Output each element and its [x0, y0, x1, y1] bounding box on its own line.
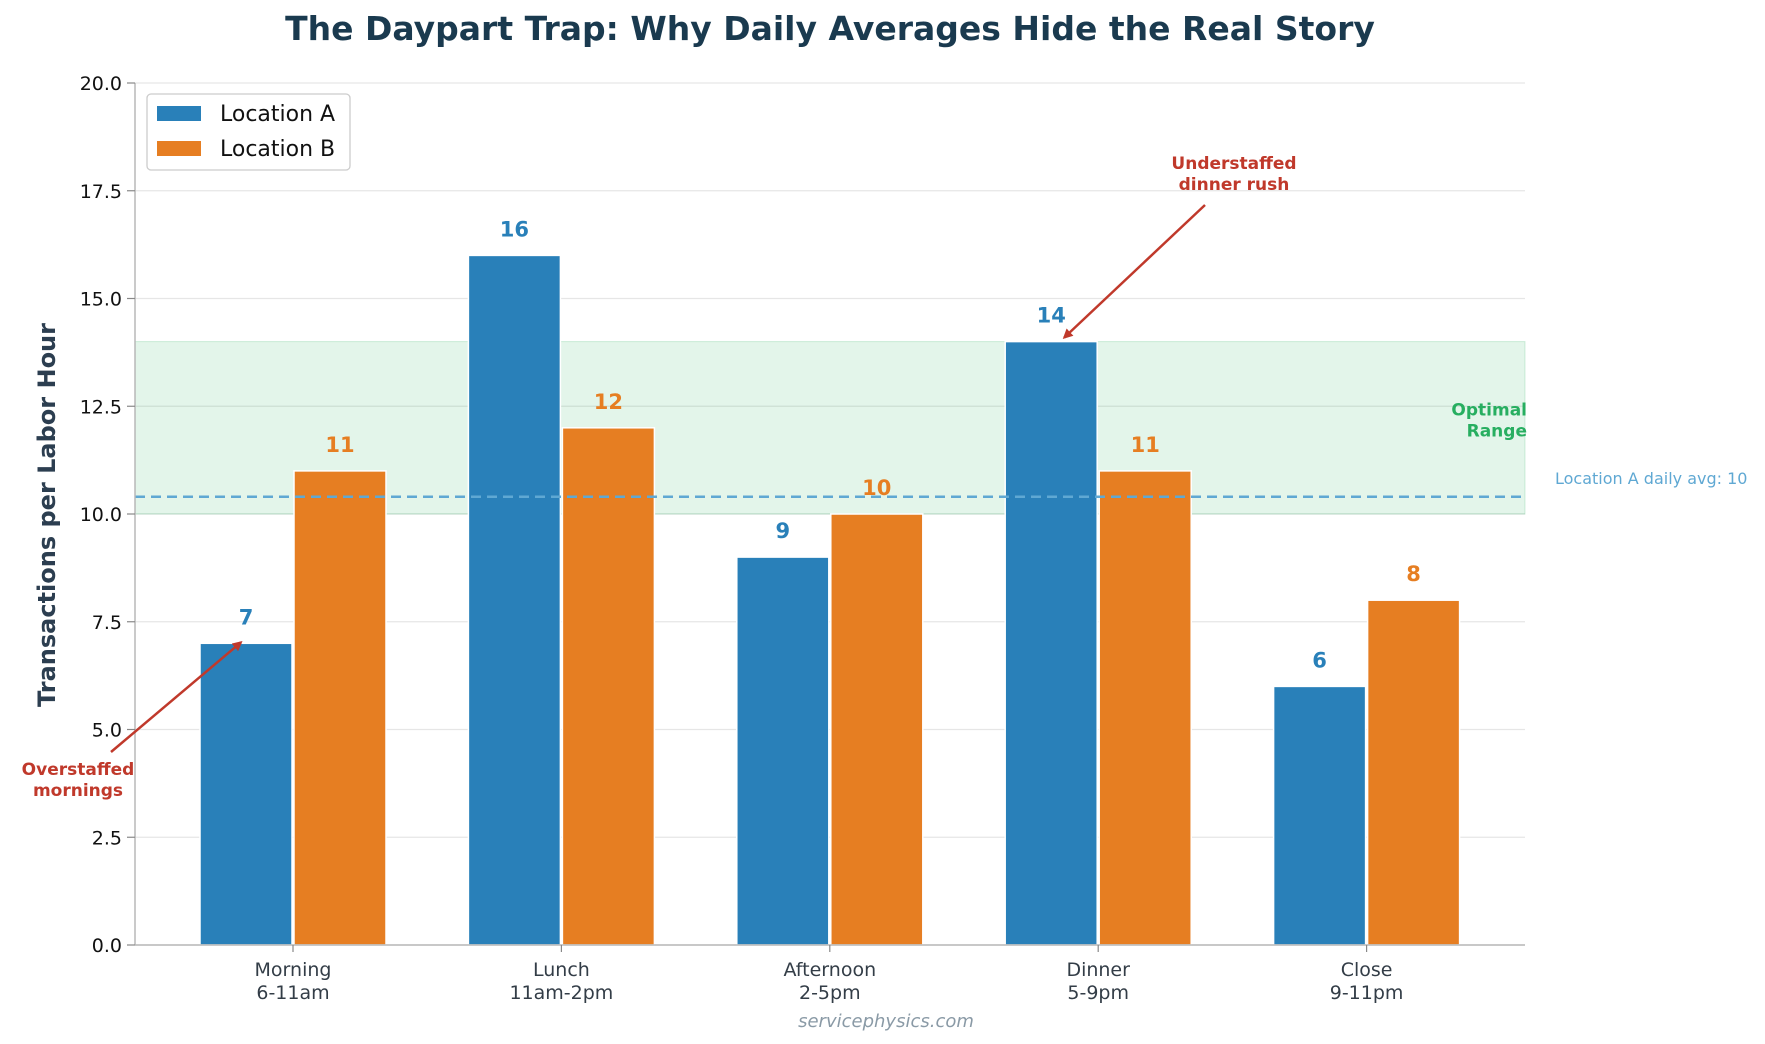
bar-location-b-lunch — [561, 427, 656, 946]
average-line-group: Location A daily avg: 10 — [135, 469, 1747, 499]
legend-swatch — [157, 106, 201, 121]
legend-swatch — [157, 141, 201, 156]
bar-location-a-dinner — [1004, 340, 1098, 946]
x-tick-label-morning: Morning 6-11am — [255, 959, 332, 1004]
data-label: 14 — [1037, 304, 1066, 328]
data-label: 6 — [1312, 648, 1327, 672]
bar-location-a-afternoon — [736, 556, 830, 946]
x-tick-label-close: Close 9-11pm — [1330, 959, 1404, 1004]
y-tick-label: 10.0 — [80, 504, 122, 526]
y-tick-label: 0.0 — [92, 935, 122, 957]
average-line-label: Location A daily avg: 10 — [1555, 469, 1747, 488]
data-label: 7 — [239, 605, 254, 629]
y-tick-label: 12.5 — [80, 396, 122, 418]
data-label: 8 — [1406, 562, 1421, 586]
y-tick-label: 5.0 — [92, 720, 122, 742]
y-axis-label: Transactions per Labor Hour — [33, 323, 61, 707]
data-label: 11 — [1131, 433, 1160, 457]
annotation-label: Overstaffed mornings — [22, 760, 135, 801]
y-tick-label: 2.5 — [92, 827, 122, 849]
annotation-label: Understaffed dinner rush — [1171, 154, 1296, 195]
bar-location-b-close — [1366, 599, 1461, 946]
legend: Location A Location B — [146, 93, 351, 171]
optimal-range-label: Optimal Range — [1451, 401, 1527, 442]
annotations: Overstaffed mornings Understaffed dinner ru… — [22, 154, 1297, 801]
data-label: 12 — [594, 390, 623, 414]
data-label: 10 — [862, 476, 891, 500]
y-tick-label: 20.0 — [80, 73, 122, 95]
legend-label: Location A — [220, 102, 335, 127]
bar-location-b-morning — [293, 470, 387, 946]
data-label: 11 — [325, 433, 354, 457]
bar-location-b-dinner — [1098, 470, 1192, 946]
y-tick-label: 7.5 — [92, 612, 122, 634]
chart-title: The Daypart Trap: Why Daily Averages Hid… — [285, 9, 1375, 48]
y-tick-label: 15.0 — [80, 289, 122, 311]
bar-location-a-morning — [199, 642, 293, 946]
data-label: 9 — [775, 519, 790, 543]
y-tick-label: 17.5 — [80, 181, 122, 203]
y-tick-labels: 0.0 2.5 5.0 7.5 10.0 12.5 15.0 17.5 20.0 — [80, 73, 135, 957]
annotation-arrow — [1062, 204, 1206, 339]
source-credit: servicephysics.com — [798, 1011, 974, 1032]
bar-location-a-lunch — [467, 254, 562, 946]
x-tick-label-lunch: Lunch 11am-2pm — [509, 959, 613, 1004]
data-labels: 7 16 9 14 6 11 12 10 11 8 — [239, 217, 1421, 672]
bar-location-a-close — [1272, 685, 1367, 946]
x-tick-labels: Morning 6-11am Lunch 11am-2pm Afternoon 2-5pm… — [255, 945, 1404, 1004]
x-tick-label-afternoon: Afternoon 2-5pm — [783, 959, 876, 1004]
legend-label: Location B — [220, 137, 335, 162]
bars — [199, 254, 1461, 946]
bar-location-b-afternoon — [830, 513, 924, 946]
data-label: 16 — [500, 217, 529, 241]
annotation-arrow — [110, 641, 243, 753]
x-tick-label-dinner: Dinner 5-9pm — [1066, 959, 1130, 1004]
